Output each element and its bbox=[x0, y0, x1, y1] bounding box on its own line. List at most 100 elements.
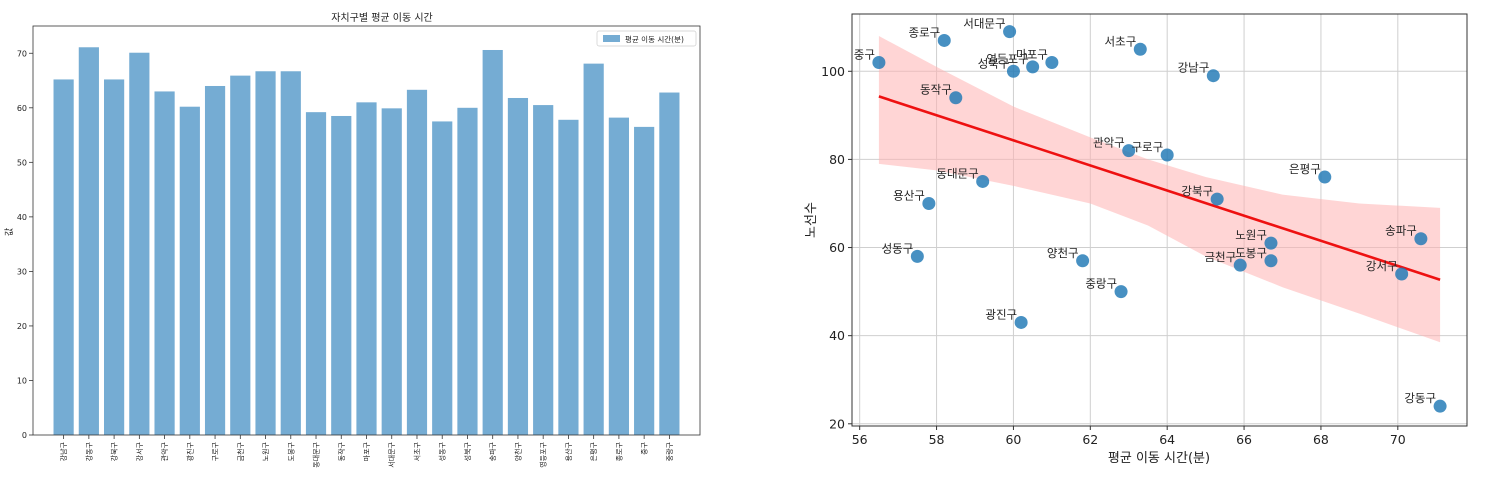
bar-chart-frame bbox=[32, 25, 701, 436]
scatter-point-label: 강서구 bbox=[1366, 259, 1398, 273]
bar bbox=[507, 97, 529, 435]
scatter-point-label: 영등포구 bbox=[986, 52, 1028, 66]
scatter-y-axis-label: 노선수 bbox=[804, 202, 819, 238]
scatter-point-label: 종로구 bbox=[909, 25, 941, 39]
bar-chart-panel: 자치구별 평균 이동 시간 값 0 10 20 30 40 50 60 70 강남구 강동구 강북구… bbox=[0, 0, 720, 492]
scatter-point-label: 성동구 bbox=[882, 241, 914, 255]
bar-x-tick-label: 서대문구 bbox=[387, 441, 396, 467]
scatter-x-tick-label: 68 bbox=[1313, 432, 1329, 447]
bar bbox=[659, 92, 680, 435]
scatter-point bbox=[937, 33, 951, 47]
bar bbox=[331, 115, 352, 435]
legend-swatch bbox=[603, 35, 620, 42]
bar-x-tick-label: 강남구 bbox=[59, 441, 68, 461]
bar-x-tick-label: 성동구 bbox=[438, 441, 447, 461]
scatter-y-tick-label: 40 bbox=[829, 328, 845, 343]
bar-y-tick-label: 50 bbox=[17, 158, 27, 167]
bar bbox=[104, 79, 125, 436]
scatter-point bbox=[1006, 64, 1020, 78]
scatter-ticks: 56 58 60 62 64 66 68 70 20 40 60 80 100 bbox=[821, 64, 1406, 447]
bar-chart-legend: 평균 이동 시간(분) bbox=[596, 30, 697, 47]
scatter-point-label: 광진구 bbox=[985, 307, 1017, 321]
bar-x-tick-label: 양천구 bbox=[513, 441, 522, 461]
scatter-frame bbox=[851, 13, 1468, 427]
scatter-point-label: 마포구 bbox=[1016, 47, 1048, 61]
scatter-point bbox=[1133, 42, 1147, 56]
scatter-point-label: 서초구 bbox=[1105, 34, 1137, 48]
scatter-point-label: 강남구 bbox=[1178, 61, 1210, 75]
bar-x-tick-label: 광진구 bbox=[185, 441, 194, 461]
bar bbox=[558, 119, 579, 435]
bar-x-tick-label: 중랑구 bbox=[666, 441, 674, 461]
scatter-point bbox=[1003, 25, 1017, 39]
scatter-point bbox=[1045, 55, 1059, 69]
bar bbox=[608, 117, 629, 435]
bar bbox=[154, 91, 175, 435]
scatter-point-label: 중구 bbox=[854, 47, 875, 61]
bar-y-tick-label: 30 bbox=[17, 267, 27, 276]
scatter-point-label: 강동구 bbox=[1404, 391, 1436, 405]
scatter-point bbox=[922, 196, 936, 210]
scatter-x-tick-label: 64 bbox=[1159, 432, 1175, 447]
scatter-point-label: 동작구 bbox=[920, 83, 952, 97]
legend-entry: 평균 이동 시간(분) bbox=[625, 34, 684, 44]
scatter-points bbox=[872, 25, 1447, 413]
scatter-point-label: 관악구 bbox=[1093, 136, 1125, 150]
scatter-point-label: 은평구 bbox=[1289, 162, 1321, 176]
scatter-point-label: 성북구 bbox=[978, 56, 1010, 70]
scatter-x-axis-label: 평균 이동 시간(분) bbox=[1108, 451, 1210, 466]
scatter-point bbox=[1076, 254, 1090, 268]
bar-x-tick-label: 강동구 bbox=[84, 441, 93, 461]
bar-x-tick-label: 성북구 bbox=[463, 441, 472, 461]
bar bbox=[406, 89, 428, 435]
scatter-x-tick-label: 62 bbox=[1082, 432, 1098, 447]
scatter-y-tick-label: 20 bbox=[829, 416, 845, 431]
bar-y-tick-label: 10 bbox=[17, 376, 27, 385]
bar-x-tick-label: 관악구 bbox=[160, 441, 169, 461]
bar-y-tick-label: 20 bbox=[17, 322, 27, 331]
bar bbox=[457, 107, 478, 436]
bar-y-tick-label: 40 bbox=[17, 213, 27, 222]
regression-line bbox=[878, 95, 1441, 281]
scatter-point-label: 노원구 bbox=[1235, 228, 1267, 242]
bar-x-tick-label: 마포구 bbox=[362, 441, 371, 461]
bar bbox=[583, 63, 604, 436]
scatter-point bbox=[1264, 236, 1278, 250]
bar bbox=[356, 102, 377, 435]
bar bbox=[179, 106, 200, 435]
bar bbox=[305, 112, 327, 436]
bar bbox=[230, 75, 251, 435]
scatter-point bbox=[976, 174, 990, 188]
bar-x-tick-label: 구로구 bbox=[212, 441, 220, 461]
bar-x-tick-label: 용산구 bbox=[564, 441, 573, 461]
scatter-point bbox=[1026, 60, 1040, 74]
scatter-point bbox=[1414, 232, 1428, 246]
scatter-point-label: 구로구 bbox=[1131, 140, 1163, 154]
bar-x-tick-label: 은평구 bbox=[589, 441, 598, 461]
bar-x-tick-label: 중구 bbox=[641, 441, 649, 454]
bar-x-tick-label: 서초구 bbox=[412, 441, 421, 461]
scatter-x-tick-label: 70 bbox=[1390, 432, 1406, 447]
scatter-point bbox=[1114, 285, 1128, 299]
scatter-point bbox=[872, 55, 886, 69]
scatter-point-label: 금천구 bbox=[1204, 250, 1236, 264]
bar bbox=[255, 71, 276, 435]
scatter-point-label: 중랑구 bbox=[1085, 277, 1117, 291]
bar bbox=[381, 108, 402, 435]
scatter-x-tick-label: 56 bbox=[852, 432, 868, 447]
bar-x-tick-label: 도봉구 bbox=[287, 441, 295, 461]
scatter-point bbox=[1014, 315, 1028, 329]
scatter-point bbox=[1264, 254, 1278, 268]
bar bbox=[432, 121, 453, 435]
bar-chart: 자치구별 평균 이동 시간 값 0 10 20 30 40 50 60 70 강남구 강동구 강북구… bbox=[3, 12, 701, 468]
scatter-point-label: 도봉구 bbox=[1235, 246, 1267, 260]
scatter-point bbox=[949, 91, 963, 105]
bar bbox=[129, 52, 150, 435]
scatter-point-label: 서대문구 bbox=[963, 17, 1005, 31]
bar-chart-title: 자치구별 평균 이동 시간 bbox=[331, 12, 433, 24]
bar bbox=[204, 85, 226, 435]
scatter-x-tick-label: 60 bbox=[1005, 432, 1021, 447]
scatter-point bbox=[1210, 192, 1224, 206]
